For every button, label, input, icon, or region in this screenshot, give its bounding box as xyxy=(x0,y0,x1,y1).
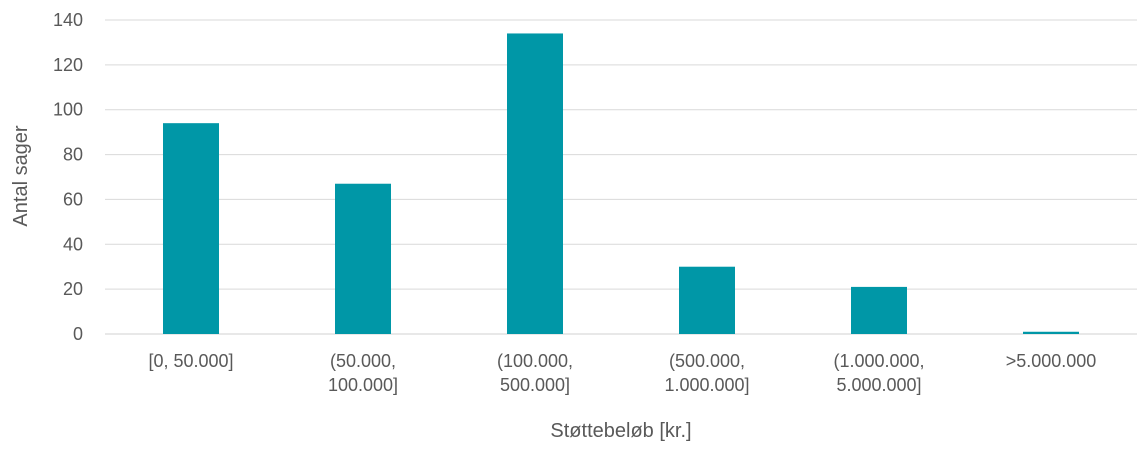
x-category-label-line: 5.000.000] xyxy=(836,375,921,395)
bars xyxy=(163,33,1079,335)
x-category-label: (500.000, 1.000.000] xyxy=(664,351,749,395)
x-category-label: >5.000.000 xyxy=(1006,351,1097,371)
bar xyxy=(507,33,563,334)
gridlines xyxy=(105,19,1137,335)
bar xyxy=(335,183,391,334)
y-tick-label: 20 xyxy=(63,279,83,299)
x-category-label-line: 100.000] xyxy=(328,375,398,395)
y-tick-label: 0 xyxy=(73,324,83,344)
y-tick-label: 100 xyxy=(53,100,83,120)
bar xyxy=(163,123,219,335)
x-category-label: [0, 50.000] xyxy=(148,351,233,371)
x-category-label-line: (1.000.000, xyxy=(833,351,924,371)
x-category-label-line: >5.000.000 xyxy=(1006,351,1097,371)
x-category-label: (50.000, 100.000] xyxy=(328,351,398,395)
y-tick-label: 60 xyxy=(63,189,83,209)
y-axis-ticks: 0 20 40 60 80 100 120 140 xyxy=(53,10,83,344)
y-tick-label: 80 xyxy=(63,145,83,165)
bar xyxy=(679,266,735,334)
y-tick-label: 40 xyxy=(63,234,83,254)
bar xyxy=(1023,331,1079,334)
x-category-label: (1.000.000, 5.000.000] xyxy=(833,351,924,395)
x-category-label-line: [0, 50.000] xyxy=(148,351,233,371)
x-category-label-line: 500.000] xyxy=(500,375,570,395)
x-category-label-line: (100.000, xyxy=(497,351,573,371)
x-category-label-line: 1.000.000] xyxy=(664,375,749,395)
x-axis-categories: [0, 50.000] (50.000, 100.000] (100.000, 500.… xyxy=(148,351,1096,395)
y-axis-title: Antal sager xyxy=(10,125,32,227)
y-tick-label: 120 xyxy=(53,55,83,75)
x-category-label-line: (500.000, xyxy=(669,351,745,371)
x-category-label: (100.000, 500.000] xyxy=(497,351,573,395)
bar xyxy=(851,286,907,334)
x-category-label-line: (50.000, xyxy=(330,351,396,371)
y-tick-label: 140 xyxy=(53,10,83,30)
x-axis-title: Støttebeløb [kr.] xyxy=(550,420,691,442)
